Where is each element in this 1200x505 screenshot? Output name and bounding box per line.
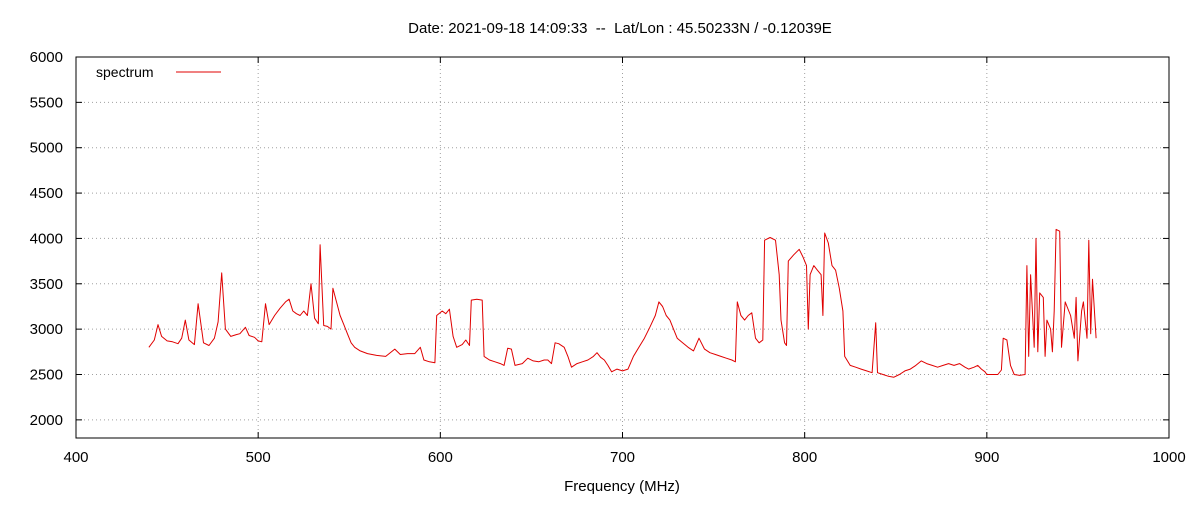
legend: spectrum — [96, 64, 221, 80]
y-tick-label: 5000 — [30, 140, 63, 157]
y-tick-label: 5500 — [30, 94, 63, 111]
series-layer — [148, 228, 1097, 378]
legend-label-spectrum: spectrum — [96, 64, 154, 80]
y-tick-label: 3500 — [30, 276, 63, 293]
y-tick-label: 2500 — [30, 367, 63, 384]
plot-frame — [75, 56, 1170, 439]
x-tick-label: 400 — [63, 449, 88, 466]
chart-title: Date: 2021-09-18 14:09:33 -- Lat/Lon : 4… — [408, 20, 832, 37]
grid-lines — [76, 57, 1169, 438]
y-tick-label: 6000 — [30, 49, 63, 66]
y-tick-label: 3000 — [30, 321, 63, 338]
x-tick-label: 1000 — [1152, 449, 1185, 466]
y-tick-label: 4000 — [30, 230, 63, 247]
y-tick-label: 4500 — [30, 185, 63, 202]
x-tick-label: 500 — [246, 449, 271, 466]
x-tick-label: 700 — [610, 449, 635, 466]
x-tick-label: 600 — [428, 449, 453, 466]
x-tick-label: 900 — [974, 449, 999, 466]
x-axis-label: Frequency (MHz) — [564, 478, 680, 495]
y-tick-label: 2000 — [30, 412, 63, 429]
axis-ticks: 400 500 600 700 800 900 1000 2000 2500 3000 3500 40… — [30, 49, 1186, 466]
series-line-spectrum — [148, 228, 1097, 378]
x-tick-label: 800 — [792, 449, 817, 466]
